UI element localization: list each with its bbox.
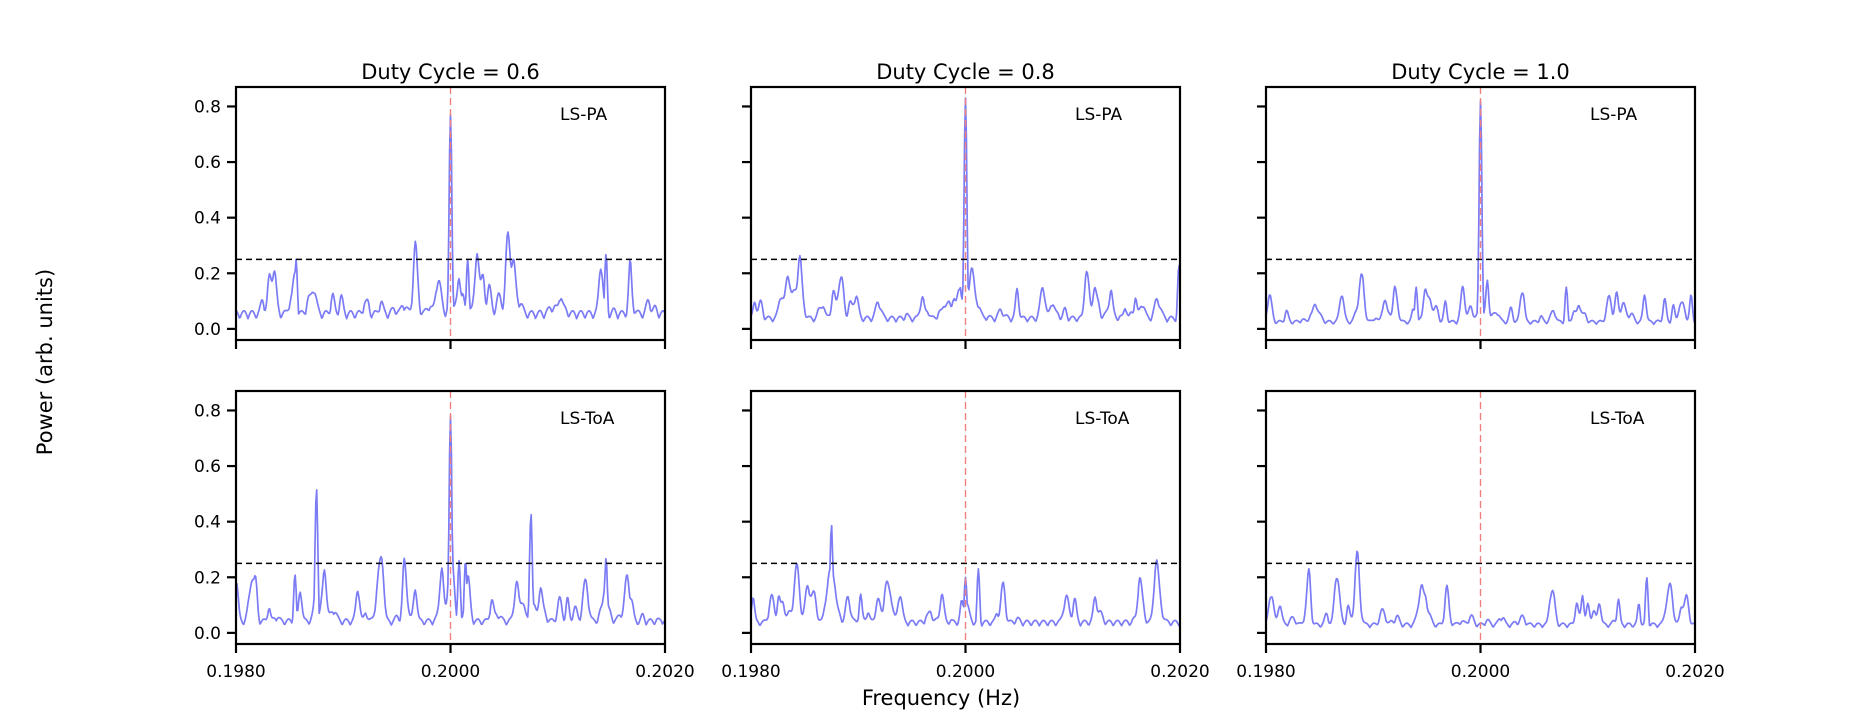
y-tick-label: 0.2 — [194, 568, 221, 588]
method-label: LS-PA — [1590, 105, 1638, 125]
x-axis-label: Frequency (Hz) — [862, 686, 1020, 710]
plot-area — [751, 391, 1180, 644]
x-tick-label: 0.2020 — [635, 662, 694, 682]
method-label: LS-ToA — [560, 409, 615, 429]
panel-toa-dc08: 0.1980 0.2000 0.2020 LS-ToA — [721, 389, 1210, 682]
panel-pa-dc10: Duty Cycle = 1.0 LS-PA — [1257, 60, 1697, 349]
panel-toa-dc06: 0.0 0.2 0.4 0.6 0.8 0.1980 0.2000 0.2020 LS-ToA — [194, 389, 695, 682]
x-tick-label: 0.1980 — [206, 662, 265, 682]
y-tick-label: 0.8 — [194, 401, 221, 421]
y-tick-label: 0.2 — [194, 264, 221, 284]
y-tick-label: 0.6 — [194, 153, 221, 173]
power-spectrum-line — [751, 524, 1180, 627]
panel-pa-dc08: Duty Cycle = 0.8 LS-PA — [742, 60, 1182, 349]
x-tick-label: 0.2000 — [1451, 662, 1510, 682]
y-tick-label: 0.0 — [194, 320, 221, 340]
y-tick-label: 0.4 — [194, 513, 221, 533]
panel-title: Duty Cycle = 0.8 — [876, 60, 1055, 84]
x-tick-label: 0.1980 — [721, 662, 780, 682]
method-label: LS-PA — [1075, 105, 1123, 125]
y-tick-label: 0.6 — [194, 457, 221, 477]
method-label: LS-ToA — [1075, 409, 1130, 429]
panel-title: Duty Cycle = 1.0 — [1391, 60, 1570, 84]
y-tick-label: 0.0 — [194, 624, 221, 644]
plot-area — [751, 87, 1180, 340]
x-tick-label: 0.2020 — [1150, 662, 1209, 682]
panel-title: Duty Cycle = 0.6 — [361, 60, 540, 84]
method-label: LS-PA — [560, 105, 608, 125]
y-tick-label: 0.8 — [194, 97, 221, 117]
y-axis-label: Power (arb. units) — [33, 269, 57, 455]
panel-toa-dc10: 0.1980 0.2000 0.2020 LS-ToA — [1236, 389, 1725, 682]
plot-area — [1266, 87, 1695, 340]
x-tick-label: 0.2000 — [936, 662, 995, 682]
y-tick-label: 0.4 — [194, 209, 221, 229]
method-label: LS-ToA — [1590, 409, 1645, 429]
x-tick-label: 0.2020 — [1665, 662, 1724, 682]
x-tick-label: 0.1980 — [1236, 662, 1295, 682]
plot-area — [236, 391, 665, 644]
x-tick-label: 0.2000 — [421, 662, 480, 682]
panel-pa-dc06: 0.0 0.2 0.4 0.6 0.8 Duty Cycle = 0.6 LS-PA — [194, 60, 667, 349]
plot-area — [1266, 391, 1695, 644]
plot-area — [236, 87, 665, 340]
